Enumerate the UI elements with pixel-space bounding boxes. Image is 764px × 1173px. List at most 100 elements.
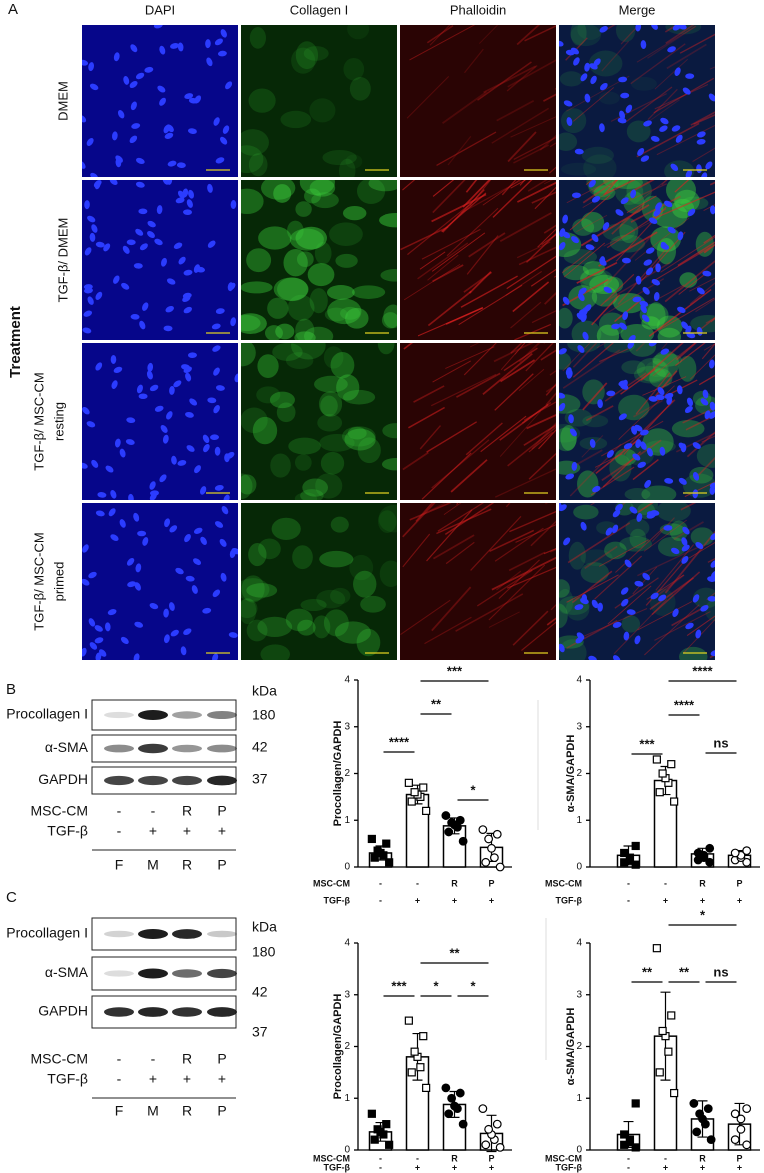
y-tick-label: 3	[344, 721, 350, 732]
nucleus	[621, 257, 631, 264]
collagen	[277, 277, 309, 302]
nucleus	[660, 117, 669, 125]
x-row-label: -	[627, 878, 630, 888]
collagen	[302, 478, 328, 497]
collagen	[260, 180, 296, 200]
collagen	[330, 352, 355, 379]
nucleus	[619, 110, 626, 120]
condition-name: MSC-CM	[30, 1051, 88, 1067]
nucleus	[563, 537, 571, 546]
nucleus	[695, 629, 702, 639]
band	[207, 711, 237, 719]
point	[742, 1140, 752, 1150]
fiber	[426, 509, 473, 562]
fiber	[632, 566, 658, 595]
x-row-label: P	[736, 1153, 742, 1163]
fiber	[654, 284, 685, 302]
point	[441, 1083, 451, 1093]
collagen	[246, 583, 278, 598]
collagen	[327, 298, 362, 325]
point	[484, 834, 494, 844]
nucleus	[115, 155, 123, 163]
collagen	[636, 357, 668, 382]
nucleus	[600, 82, 608, 91]
collagen	[560, 162, 597, 176]
fiber	[615, 527, 664, 573]
nucleus	[623, 443, 633, 450]
collagen	[669, 520, 689, 542]
nucleus	[183, 628, 192, 636]
fiber	[657, 574, 685, 596]
collagen	[559, 603, 568, 628]
micrograph	[559, 343, 715, 500]
nucleus	[589, 438, 596, 448]
x-row-label: +	[663, 1162, 668, 1172]
nucleus	[110, 534, 119, 542]
significance: ****	[674, 697, 695, 712]
collagen	[577, 25, 603, 40]
nucleus	[611, 323, 621, 330]
collagen	[336, 374, 360, 401]
collagen	[652, 202, 688, 229]
collagen	[690, 315, 715, 333]
point	[631, 841, 640, 851]
fiber	[600, 273, 635, 307]
nucleus	[86, 137, 94, 146]
nucleus	[160, 257, 167, 267]
nucleus	[660, 348, 670, 355]
nucleus	[182, 188, 189, 198]
collagen	[567, 343, 601, 353]
fiber	[426, 421, 478, 453]
row-label: TGF-β/ MSC-CM	[31, 372, 46, 470]
y-tick-label: 4	[344, 675, 350, 686]
protein-label: Procollagen I	[6, 925, 88, 941]
nucleus	[199, 486, 207, 495]
nucleus	[166, 278, 176, 285]
collagen	[241, 473, 253, 500]
nucleus	[664, 200, 673, 208]
nucleus	[559, 40, 564, 47]
nucleus	[648, 396, 658, 402]
fiber	[541, 233, 556, 246]
collagen	[341, 426, 376, 447]
condition-value: -	[117, 1071, 122, 1087]
micrograph	[400, 503, 556, 660]
nucleus	[615, 503, 623, 512]
fiber	[599, 539, 649, 567]
collagen	[568, 541, 586, 570]
fiber	[561, 246, 596, 274]
fiber	[661, 343, 668, 350]
x-row-name: TGF-β	[556, 895, 583, 905]
nucleus	[82, 161, 86, 169]
nucleus	[159, 97, 166, 106]
nucleus	[126, 417, 136, 424]
collagen	[378, 510, 397, 533]
nucleus	[95, 652, 102, 660]
nucleus	[618, 413, 627, 421]
fiber	[626, 86, 673, 123]
collagen	[318, 391, 343, 417]
nucleus	[630, 189, 637, 199]
kda-size: 37	[252, 771, 268, 787]
nucleus	[215, 308, 225, 314]
micrograph	[241, 180, 397, 340]
nucleus	[187, 352, 197, 359]
fiber	[512, 610, 549, 646]
fiber	[466, 235, 499, 275]
nucleus	[634, 580, 644, 587]
fiber	[510, 180, 527, 189]
nucleus	[678, 477, 687, 485]
fiber	[617, 245, 670, 305]
nucleus	[213, 367, 220, 376]
x-row-label: -	[379, 895, 382, 905]
collagen	[624, 488, 651, 500]
nucleus	[593, 58, 601, 67]
collagen	[625, 518, 650, 538]
fiber	[604, 180, 618, 195]
condition-value: +	[149, 1071, 157, 1087]
nucleus	[643, 120, 652, 127]
fiber	[613, 599, 667, 655]
nucleus	[675, 134, 683, 143]
collagen	[696, 443, 715, 468]
nucleus	[681, 321, 689, 330]
